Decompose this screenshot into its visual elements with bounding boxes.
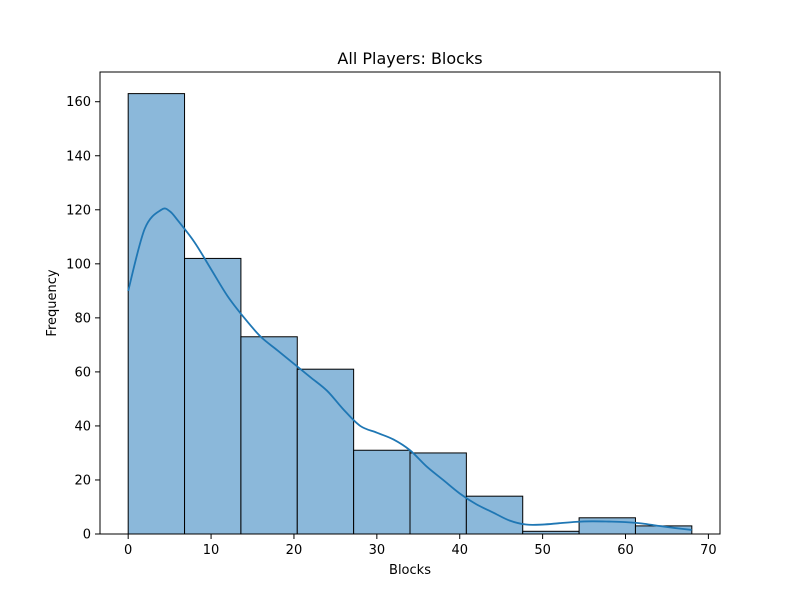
y-tick-label: 60 xyxy=(74,365,91,380)
histogram-bar xyxy=(578,517,636,535)
histogram-bar xyxy=(296,368,355,535)
y-tick-label: 40 xyxy=(74,419,91,434)
x-tick-label: 40 xyxy=(451,543,468,558)
y-tick-label: 120 xyxy=(66,203,91,218)
x-axis-label: Blocks xyxy=(389,563,431,578)
y-tick-label: 80 xyxy=(74,311,91,326)
y-tick-label: 140 xyxy=(66,149,91,164)
plot-area-frame xyxy=(99,71,721,535)
x-tick-label: 50 xyxy=(534,543,551,558)
histogram-bar xyxy=(184,257,242,535)
y-axis-label: Frequency xyxy=(45,269,60,336)
x-tick-label: 30 xyxy=(369,543,386,558)
x-tick-label: 20 xyxy=(286,543,303,558)
histogram-bar xyxy=(353,449,411,535)
kde-curve xyxy=(127,207,692,531)
histogram-bar xyxy=(465,495,524,535)
histogram-bar xyxy=(409,452,467,535)
x-tick-label: 10 xyxy=(203,543,220,558)
chart-title: All Players: Blocks xyxy=(337,49,482,68)
y-tick-label: 100 xyxy=(66,257,91,272)
x-tick-label: 70 xyxy=(700,543,717,558)
histogram-bar xyxy=(127,93,186,535)
y-axis-ticks: 0 20 40 60 80 100 120 140 160 xyxy=(66,95,100,543)
x-axis-ticks: 0 10 20 30 40 50 60 70 xyxy=(124,534,717,558)
y-tick-label: 20 xyxy=(74,473,91,488)
bars-group xyxy=(127,93,693,535)
x-tick-label: 0 xyxy=(124,543,132,558)
histogram-bar xyxy=(240,336,298,535)
x-tick-label: 60 xyxy=(617,543,634,558)
y-tick-label: 160 xyxy=(66,95,91,110)
y-tick-label: 0 xyxy=(83,528,91,543)
